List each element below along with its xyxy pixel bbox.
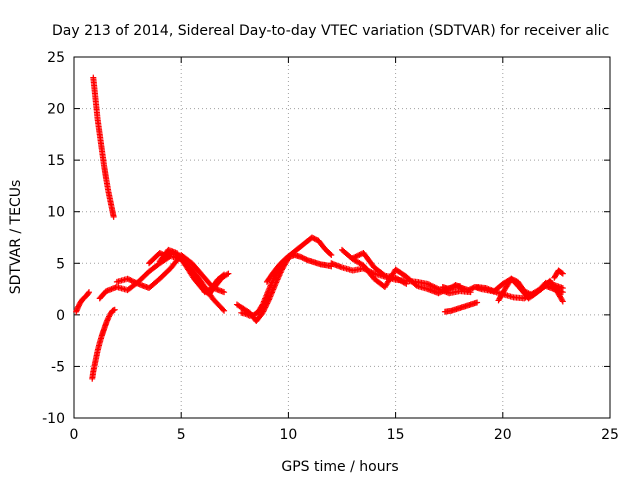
data-point	[86, 289, 93, 296]
data-point-fill	[127, 277, 134, 284]
series-arc-1	[90, 74, 117, 220]
series-arc-2	[89, 306, 118, 382]
data-point-fill	[401, 280, 408, 287]
data-point	[111, 306, 118, 313]
plot-area-frame	[73, 56, 611, 419]
data-point-fill	[220, 306, 227, 313]
y-tick-label: 20	[47, 102, 65, 118]
data-point-fill	[265, 297, 272, 304]
y-tick-label: -5	[51, 359, 65, 375]
x-tick-label: 15	[387, 427, 405, 443]
x-tick-label: 5	[177, 427, 186, 443]
series-arc-7	[156, 246, 232, 298]
data-point	[474, 299, 481, 306]
grid	[74, 57, 610, 418]
x-tick-label: 20	[494, 427, 512, 443]
data-point-fill	[438, 288, 445, 295]
data-point-fill	[224, 271, 231, 278]
data-point	[225, 270, 232, 277]
data-point	[259, 309, 266, 316]
data-point-fill	[263, 301, 270, 308]
data-point	[559, 285, 566, 292]
series-arc-12	[339, 246, 463, 297]
data-point-fill	[129, 278, 136, 285]
data-point-fill	[261, 305, 268, 312]
x-axis-label: GPS time / hours	[281, 459, 398, 475]
data-point-fill	[351, 254, 358, 261]
data-point-fill	[132, 279, 139, 286]
series-arc-17	[495, 275, 566, 305]
data-point-fill	[128, 277, 135, 284]
data-point-fill	[356, 251, 363, 258]
data-point-fill	[260, 308, 267, 315]
data-point-fill	[131, 278, 138, 285]
x-tick-label: 10	[279, 427, 297, 443]
data-point	[559, 270, 566, 277]
data-points	[73, 74, 566, 382]
y-tick-label: 15	[47, 153, 65, 169]
data-point-fill	[380, 271, 387, 278]
y-tick-labels: -10 -5 0 5 10 15 20 25	[42, 50, 65, 427]
data-point-fill	[426, 281, 433, 288]
y-tick-label: 5	[56, 256, 65, 272]
y-tick-label: -10	[42, 411, 65, 427]
series-arc-13	[349, 249, 410, 287]
data-point	[110, 213, 117, 220]
data-point	[349, 255, 356, 262]
data-point-fill	[262, 303, 269, 310]
y-tick-label: 0	[56, 308, 65, 324]
data-point-fill	[353, 253, 360, 260]
series-arc-9	[233, 255, 292, 325]
data-point-fill	[352, 253, 359, 260]
data-point-fill	[327, 251, 334, 258]
data-point	[124, 275, 131, 282]
series-arc-3	[73, 289, 93, 315]
data-point	[424, 280, 431, 287]
series-arc-18	[551, 267, 566, 281]
data-point-fill	[559, 297, 566, 304]
data-point-fill	[262, 304, 269, 311]
series-arc-15	[441, 299, 481, 315]
data-point	[221, 289, 228, 296]
data-point-fill	[264, 300, 271, 307]
data-point	[221, 307, 228, 314]
data-point-fill	[125, 276, 132, 283]
data-point	[328, 252, 335, 259]
data-point-fill	[558, 269, 565, 276]
data-point-fill	[436, 289, 443, 296]
data-point-fill	[133, 280, 140, 287]
data-point	[559, 298, 566, 305]
series-arc-10	[263, 234, 335, 285]
x-tick-label: 0	[70, 427, 79, 443]
data-point-fill	[264, 299, 271, 306]
data-point-fill	[260, 307, 267, 314]
series-arc-5	[113, 252, 228, 296]
chart-title: Day 213 of 2014, Sidereal Day-to-day VTE…	[52, 23, 609, 39]
y-axis-label: SDTVAR / TECUs	[8, 180, 24, 295]
axis-ticks	[73, 56, 611, 419]
x-tick-labels: 0 5 10 15 20 25	[70, 427, 619, 443]
data-point	[435, 290, 442, 297]
y-tick-label: 25	[47, 50, 65, 66]
data-point-fill	[85, 290, 92, 297]
data-point-fill	[355, 252, 362, 259]
y-tick-label: 10	[47, 205, 65, 221]
x-tick-label: 25	[601, 427, 619, 443]
data-point	[403, 280, 410, 287]
